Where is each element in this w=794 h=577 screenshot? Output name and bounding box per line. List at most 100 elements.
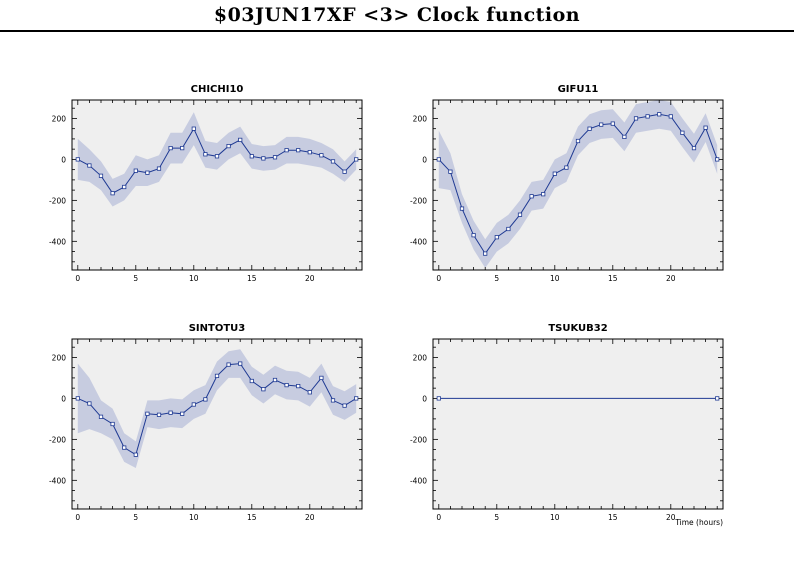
data-point (319, 375, 324, 381)
data-point (541, 192, 546, 197)
data-point (272, 377, 278, 383)
data-point (284, 382, 289, 388)
chart-panel-1: 0 5 10 15 20 -400 -200 0 200 CHICHI10 (49, 84, 363, 283)
chart-title: GIFU11 (558, 84, 599, 95)
y-tick-label: -200 (49, 435, 66, 444)
x-tick-label: 20 (666, 274, 676, 283)
y-tick-label: 200 (52, 353, 67, 362)
data-point (156, 412, 162, 417)
data-point (691, 145, 697, 151)
data-point (506, 226, 511, 232)
chart-panel-3: 0 5 10 15 20 -400 -200 0 200 SINTOTU3 (49, 323, 363, 522)
data-point (494, 235, 499, 240)
data-point (203, 397, 208, 402)
data-point (564, 165, 569, 170)
x-tick-label: 15 (247, 513, 257, 522)
data-point (98, 414, 104, 419)
data-point (599, 122, 604, 127)
data-point (296, 383, 301, 389)
data-point (226, 143, 231, 149)
data-point (354, 396, 359, 401)
x-axis-label: Time (hours) (674, 518, 723, 527)
data-point (517, 212, 523, 217)
chart-title: CHICHI10 (191, 84, 244, 95)
chart-panel-2: 0 5 10 15 20 -400 -200 0 200 GIFU11 (410, 84, 724, 283)
data-point (715, 396, 720, 401)
y-tick-label: 200 (413, 353, 428, 362)
data-point (214, 373, 220, 379)
data-point (575, 138, 581, 144)
data-point (238, 361, 243, 366)
y-tick-label: -400 (410, 476, 427, 485)
data-point (133, 168, 138, 173)
x-tick-label: 15 (247, 274, 257, 283)
data-point (122, 184, 127, 190)
x-tick-label: 5 (494, 513, 499, 522)
data-point (145, 170, 150, 175)
data-point (284, 148, 289, 153)
y-tick-label: 200 (413, 114, 428, 123)
x-tick-label: 5 (494, 274, 499, 283)
data-point (436, 396, 441, 401)
chart-panel-4: 0 5 10 15 20 -400 -200 0 200 TSUKUB32 Time (hours) (410, 323, 724, 527)
data-point (168, 145, 173, 151)
data-point (180, 411, 185, 416)
y-tick-label: -400 (49, 237, 66, 246)
data-point (307, 390, 312, 395)
x-tick-label: 10 (550, 274, 560, 283)
data-point (87, 401, 92, 406)
x-tick-label: 20 (305, 274, 315, 283)
y-tick-label: 0 (61, 394, 66, 403)
data-point (552, 171, 557, 176)
data-point (668, 114, 673, 119)
data-point (645, 114, 650, 119)
data-point (203, 152, 208, 157)
x-tick-label: 15 (608, 274, 618, 283)
data-point (261, 387, 266, 392)
data-point (342, 169, 347, 174)
data-point (342, 403, 347, 408)
x-tick-label: 10 (189, 513, 199, 522)
data-point (261, 156, 266, 161)
data-point (75, 157, 80, 162)
y-tick-label: -400 (49, 476, 66, 485)
data-point (249, 378, 254, 384)
y-tick-label: 200 (52, 114, 67, 123)
x-tick-label: 0 (75, 513, 80, 522)
page-title: $03JUN17XF <3> Clock function (213, 4, 581, 26)
x-tick-label: 20 (666, 513, 676, 522)
chart-title: TSUKUB32 (548, 323, 607, 334)
uncertainty-band (77, 349, 357, 468)
data-point (238, 137, 243, 142)
y-tick-label: -400 (410, 237, 427, 246)
data-point (529, 194, 534, 199)
data-point (587, 126, 592, 131)
data-point (436, 157, 441, 162)
y-tick-label: -200 (410, 196, 427, 205)
y-tick-label: 0 (422, 155, 427, 164)
data-point (156, 166, 162, 171)
x-tick-label: 10 (189, 274, 199, 283)
data-point (319, 153, 324, 158)
data-point (354, 157, 359, 162)
data-point (715, 157, 720, 162)
data-point (122, 445, 127, 450)
data-point (622, 134, 627, 139)
data-point (98, 173, 104, 178)
x-tick-label: 15 (608, 513, 618, 522)
data-point (180, 145, 185, 151)
data-point (110, 191, 115, 196)
data-point (191, 402, 196, 407)
data-point (214, 154, 220, 159)
data-point (249, 154, 254, 159)
y-tick-label: -200 (410, 435, 427, 444)
x-tick-label: 0 (75, 274, 80, 283)
data-point (133, 452, 138, 457)
data-point (483, 251, 488, 256)
data-point (168, 410, 173, 415)
x-tick-label: 0 (436, 274, 441, 283)
data-point (633, 116, 639, 121)
plot-area (433, 339, 723, 509)
data-point (110, 421, 115, 427)
